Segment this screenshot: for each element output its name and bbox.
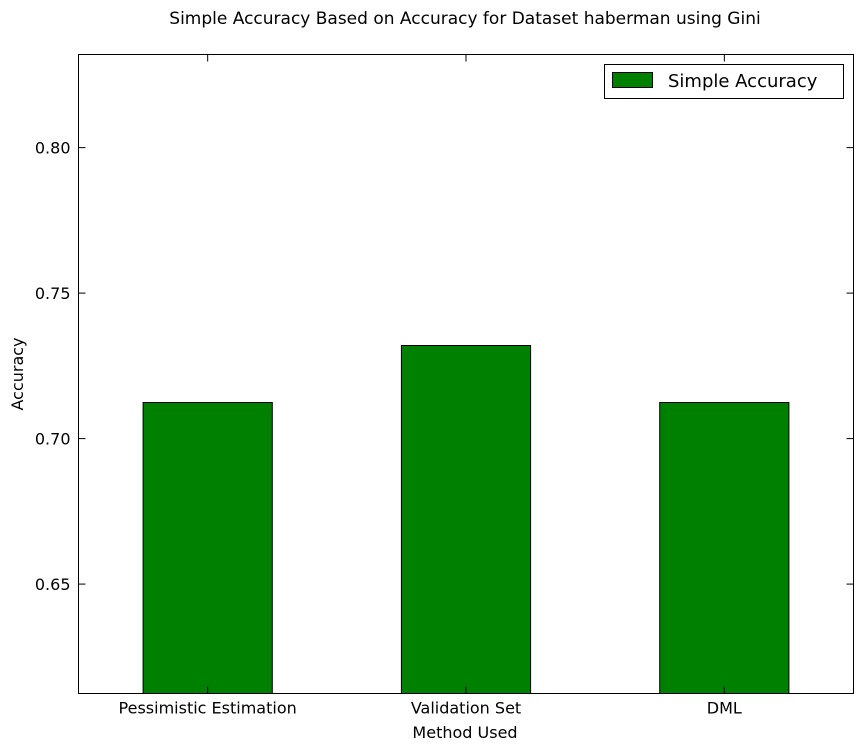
x-tick-label: Pessimistic Estimation	[119, 699, 297, 718]
legend-label: Simple Accuracy	[668, 71, 818, 92]
bar-validation-set	[400, 345, 532, 694]
x-axis-ticks: Pessimistic Estimation Validation Set DML	[119, 54, 742, 718]
y-axis-label: Accuracy	[8, 337, 27, 410]
plot-frame	[78, 54, 854, 694]
y-tick-label: 0.80	[35, 139, 71, 158]
chart-title: Simple Accuracy Based on Accuracy for Da…	[169, 9, 760, 29]
x-tick-label: Validation Set	[411, 699, 521, 718]
y-tick-label: 0.70	[35, 430, 71, 449]
y-axis-ticks: 0.65 0.70 0.75 0.80	[35, 139, 854, 594]
bars-group	[142, 345, 790, 694]
x-tick-label: DML	[707, 699, 742, 718]
bar-dml	[659, 402, 790, 694]
x-axis-label: Method Used	[412, 723, 517, 742]
y-tick-label: 0.75	[35, 284, 71, 303]
legend: Simple Accuracy	[604, 64, 844, 99]
bar-pessimistic-estimation	[142, 402, 273, 694]
legend-swatch	[612, 72, 653, 88]
y-tick-label: 0.65	[35, 575, 71, 594]
